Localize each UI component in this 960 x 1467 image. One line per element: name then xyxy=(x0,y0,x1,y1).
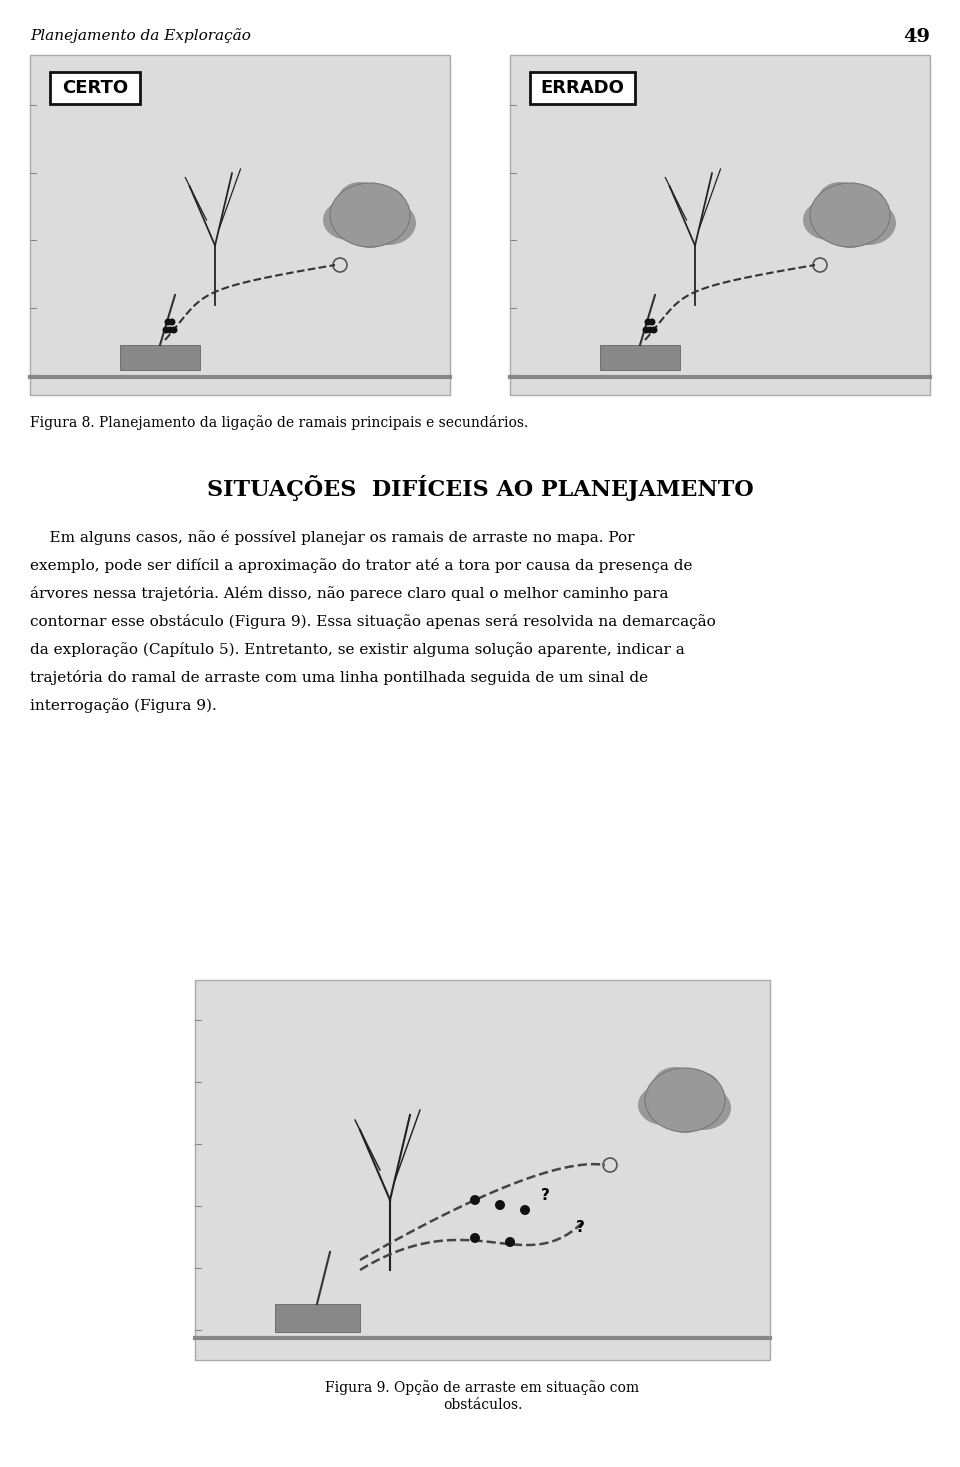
Circle shape xyxy=(164,318,172,326)
Circle shape xyxy=(495,1200,505,1210)
Ellipse shape xyxy=(840,201,896,245)
Bar xyxy=(50,72,140,104)
Circle shape xyxy=(470,1196,480,1204)
Circle shape xyxy=(505,1237,515,1247)
Bar xyxy=(530,72,635,104)
Bar xyxy=(510,54,930,395)
Ellipse shape xyxy=(845,186,885,219)
Circle shape xyxy=(642,327,650,333)
Ellipse shape xyxy=(665,1103,705,1133)
Ellipse shape xyxy=(365,186,405,219)
Ellipse shape xyxy=(830,219,870,248)
Text: contornar esse obstáculo (Figura 9). Essa situação apenas será resolvida na dema: contornar esse obstáculo (Figura 9). Ess… xyxy=(30,615,716,629)
Ellipse shape xyxy=(810,183,890,246)
Text: interrogação (Figura 9).: interrogação (Figura 9). xyxy=(30,698,217,713)
Ellipse shape xyxy=(338,182,382,219)
Circle shape xyxy=(162,327,170,333)
Bar xyxy=(195,980,770,1360)
Ellipse shape xyxy=(803,200,853,241)
Ellipse shape xyxy=(350,219,390,248)
Ellipse shape xyxy=(675,1086,731,1130)
Text: 49: 49 xyxy=(903,28,930,45)
Ellipse shape xyxy=(638,1086,688,1125)
Text: ?: ? xyxy=(540,1187,549,1203)
Text: ?: ? xyxy=(576,1221,585,1235)
Ellipse shape xyxy=(818,182,862,219)
Ellipse shape xyxy=(680,1072,720,1105)
Bar xyxy=(30,54,450,395)
Text: da exploração (Capítulo 5). Entretanto, se existir alguma solução aparente, indi: da exploração (Capítulo 5). Entretanto, … xyxy=(30,643,684,657)
Circle shape xyxy=(169,318,176,326)
Text: SITUAÇÕES  DIFÍCEIS AO PLANEJAMENTO: SITUAÇÕES DIFÍCEIS AO PLANEJAMENTO xyxy=(206,475,754,502)
Text: ERRADO: ERRADO xyxy=(540,79,624,97)
Text: árvores nessa trajetória. Além disso, não parece claro qual o melhor caminho par: árvores nessa trajetória. Além disso, nã… xyxy=(30,585,668,601)
Text: Figura 9. Opção de arraste em situação com: Figura 9. Opção de arraste em situação c… xyxy=(325,1380,639,1395)
Ellipse shape xyxy=(645,1068,725,1133)
Ellipse shape xyxy=(360,201,416,245)
Text: trajetória do ramal de arraste com uma linha pontilhada seguida de um sinal de: trajetória do ramal de arraste com uma l… xyxy=(30,670,648,685)
Circle shape xyxy=(166,327,174,333)
Text: CERTO: CERTO xyxy=(62,79,128,97)
Circle shape xyxy=(171,327,178,333)
Ellipse shape xyxy=(653,1067,697,1103)
Circle shape xyxy=(470,1232,480,1243)
Circle shape xyxy=(520,1204,530,1215)
Bar xyxy=(120,345,200,370)
Text: Figura 8. Planejamento da ligação de ramais principais e secundários.: Figura 8. Planejamento da ligação de ram… xyxy=(30,415,528,430)
Bar xyxy=(275,1304,360,1332)
Ellipse shape xyxy=(323,200,373,241)
Text: Planejamento da Exploração: Planejamento da Exploração xyxy=(30,28,251,43)
Bar xyxy=(600,345,680,370)
Circle shape xyxy=(651,327,658,333)
Ellipse shape xyxy=(330,183,410,246)
Text: Em alguns casos, não é possível planejar os ramais de arraste no mapa. Por: Em alguns casos, não é possível planejar… xyxy=(30,530,635,546)
Circle shape xyxy=(649,318,656,326)
Text: exemplo, pode ser difícil a aproximação do trator até a tora por causa da presen: exemplo, pode ser difícil a aproximação … xyxy=(30,557,692,574)
Text: obstáculos.: obstáculos. xyxy=(443,1398,522,1413)
Circle shape xyxy=(646,327,654,333)
Circle shape xyxy=(644,318,652,326)
